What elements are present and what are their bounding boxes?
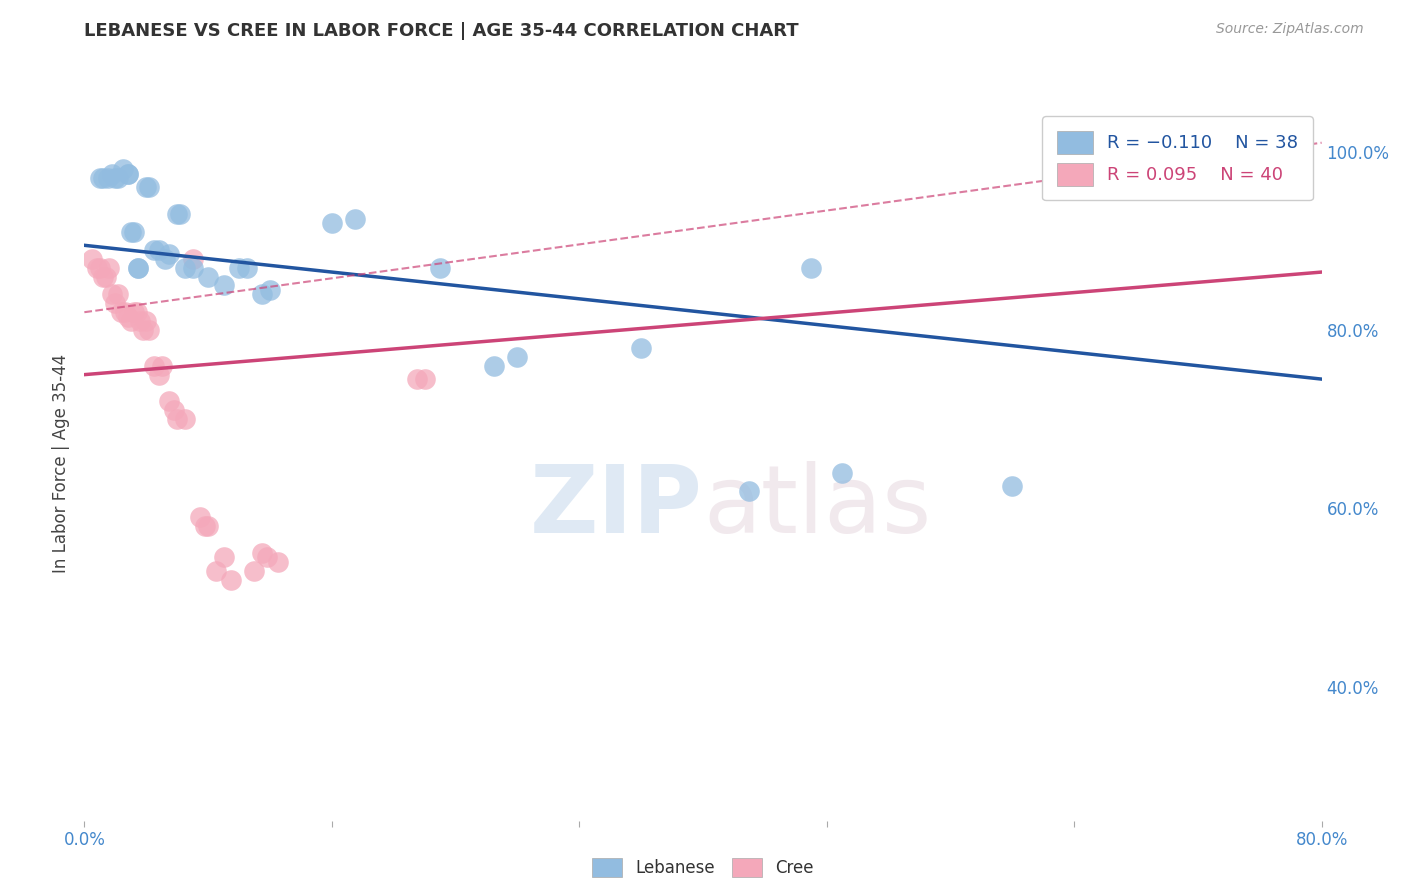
Point <box>94 269 117 284</box>
Point <box>630 341 652 355</box>
Point <box>89 171 111 186</box>
Point <box>188 510 212 524</box>
Point <box>831 466 853 480</box>
Point <box>104 296 127 310</box>
Point <box>91 171 114 186</box>
Point <box>86 260 108 275</box>
Point <box>143 359 166 373</box>
Point <box>117 167 139 181</box>
Point <box>104 171 127 186</box>
Point <box>344 211 367 226</box>
Point <box>738 483 761 498</box>
Point <box>114 305 136 319</box>
Point <box>112 162 135 177</box>
Text: ZIP: ZIP <box>530 460 703 553</box>
Text: atlas: atlas <box>703 460 931 553</box>
Point <box>256 550 278 565</box>
Point <box>153 252 176 266</box>
Point <box>138 323 160 337</box>
Legend: Lebanese, Cree: Lebanese, Cree <box>586 851 820 884</box>
Point <box>122 225 145 239</box>
Point <box>484 359 506 373</box>
Point <box>129 314 152 328</box>
Point <box>174 412 197 426</box>
Point <box>252 287 274 301</box>
Point <box>98 260 121 275</box>
Point <box>117 167 139 181</box>
Point <box>321 216 343 230</box>
Point <box>429 260 451 275</box>
Point <box>91 269 114 284</box>
Point <box>243 564 266 578</box>
Point <box>174 260 197 275</box>
Point <box>166 412 188 426</box>
Text: Source: ZipAtlas.com: Source: ZipAtlas.com <box>1216 22 1364 37</box>
Point <box>252 546 274 560</box>
Point <box>101 167 124 181</box>
Point <box>406 372 429 386</box>
Point <box>413 372 436 386</box>
Point <box>506 350 529 364</box>
Point <box>135 180 157 194</box>
Point <box>120 225 142 239</box>
Point <box>128 260 150 275</box>
Point <box>1001 479 1024 493</box>
Point <box>205 564 228 578</box>
Y-axis label: In Labor Force | Age 35-44: In Labor Force | Age 35-44 <box>52 354 70 574</box>
Point <box>117 310 139 324</box>
Point <box>107 171 129 186</box>
Point <box>197 519 219 533</box>
Point <box>159 394 181 409</box>
Point <box>148 368 170 382</box>
Point <box>132 323 155 337</box>
Point <box>163 403 186 417</box>
Point <box>89 260 111 275</box>
Point <box>82 252 104 266</box>
Point <box>128 260 150 275</box>
Point <box>148 243 170 257</box>
Point <box>97 171 120 186</box>
Point <box>181 252 204 266</box>
Point <box>221 573 243 587</box>
Point <box>800 260 823 275</box>
Point <box>150 359 173 373</box>
Point <box>120 314 142 328</box>
Point <box>212 278 235 293</box>
Text: LEBANESE VS CREE IN LABOR FORCE | AGE 35-44 CORRELATION CHART: LEBANESE VS CREE IN LABOR FORCE | AGE 35… <box>84 22 799 40</box>
Point <box>166 207 188 221</box>
Point <box>169 207 191 221</box>
Point <box>143 243 166 257</box>
Point <box>228 260 250 275</box>
Point <box>259 283 281 297</box>
Point <box>110 305 132 319</box>
Point <box>236 260 259 275</box>
Point <box>159 247 181 261</box>
Point <box>125 305 148 319</box>
Point <box>267 555 290 569</box>
Point <box>107 287 129 301</box>
Point <box>1202 149 1225 163</box>
Point <box>135 314 157 328</box>
Point <box>122 305 145 319</box>
Point <box>197 269 219 284</box>
Point <box>138 180 160 194</box>
Point <box>212 550 235 565</box>
Point <box>194 519 217 533</box>
Point <box>101 287 124 301</box>
Point <box>181 260 204 275</box>
